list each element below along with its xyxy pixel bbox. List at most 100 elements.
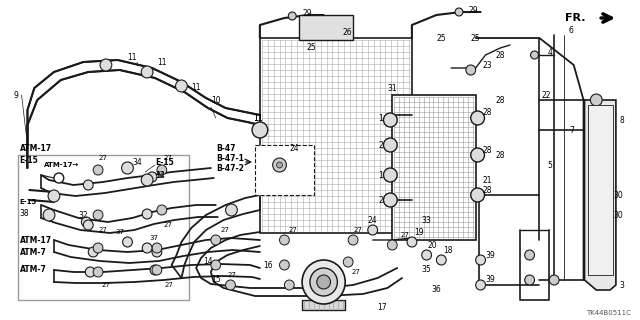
Circle shape	[436, 255, 446, 265]
Text: 11: 11	[191, 83, 201, 92]
Circle shape	[407, 237, 417, 247]
Text: 27: 27	[221, 227, 230, 233]
Circle shape	[383, 168, 397, 182]
Circle shape	[93, 210, 103, 220]
Text: 37: 37	[116, 229, 125, 235]
Circle shape	[383, 113, 397, 127]
Circle shape	[152, 247, 162, 257]
Text: 29: 29	[302, 9, 312, 18]
Circle shape	[455, 8, 463, 16]
Text: 20: 20	[428, 241, 437, 250]
Circle shape	[83, 220, 93, 230]
Text: 30: 30	[613, 190, 623, 199]
Circle shape	[157, 165, 167, 175]
Circle shape	[152, 243, 162, 253]
Circle shape	[142, 243, 152, 253]
Circle shape	[152, 265, 162, 275]
Circle shape	[525, 275, 534, 285]
Polygon shape	[584, 100, 616, 290]
Circle shape	[225, 204, 237, 216]
Circle shape	[466, 65, 476, 75]
Circle shape	[383, 193, 397, 207]
Text: 2: 2	[379, 196, 383, 204]
Circle shape	[48, 190, 60, 202]
Circle shape	[289, 12, 296, 20]
Circle shape	[93, 267, 103, 277]
Text: 21: 21	[483, 175, 492, 185]
Bar	[255, 145, 314, 195]
Text: 27: 27	[164, 222, 173, 228]
Text: 29: 29	[468, 5, 479, 14]
Text: 1: 1	[379, 114, 383, 123]
Text: 25: 25	[471, 34, 481, 43]
Bar	[299, 15, 353, 40]
Text: 27: 27	[400, 232, 409, 238]
Circle shape	[531, 51, 538, 59]
Text: 16: 16	[263, 260, 273, 269]
Circle shape	[225, 280, 236, 290]
Text: TK44B0511C: TK44B0511C	[586, 310, 631, 316]
Circle shape	[276, 162, 282, 168]
Circle shape	[175, 80, 188, 92]
Circle shape	[471, 148, 484, 162]
Text: B-47-1: B-47-1	[216, 154, 244, 163]
Circle shape	[54, 173, 64, 183]
Text: B-47: B-47	[216, 143, 236, 153]
Circle shape	[302, 260, 345, 304]
Text: 34: 34	[155, 171, 164, 180]
Text: ATM-17: ATM-17	[20, 236, 52, 244]
Circle shape	[317, 275, 330, 289]
Circle shape	[157, 205, 167, 215]
Text: 26: 26	[342, 28, 352, 36]
Text: 11: 11	[127, 52, 137, 61]
Text: 27: 27	[164, 155, 173, 161]
Circle shape	[83, 180, 93, 190]
Text: 30: 30	[613, 211, 623, 220]
Text: 24: 24	[289, 143, 299, 153]
Circle shape	[471, 111, 484, 125]
Text: 33: 33	[422, 215, 431, 225]
Text: 10: 10	[211, 95, 221, 105]
Circle shape	[100, 59, 112, 71]
Circle shape	[387, 240, 397, 250]
Text: FR.: FR.	[565, 13, 586, 23]
Text: 39: 39	[486, 276, 495, 284]
Text: 11: 11	[157, 58, 166, 67]
Circle shape	[147, 172, 157, 182]
Circle shape	[141, 66, 153, 78]
Text: 27: 27	[98, 155, 107, 161]
Text: 8: 8	[620, 116, 625, 124]
Text: E-15: E-15	[155, 157, 173, 166]
Circle shape	[150, 265, 160, 275]
Text: 32: 32	[79, 211, 88, 220]
Bar	[588, 105, 613, 275]
Text: 28: 28	[495, 95, 505, 105]
Circle shape	[525, 250, 534, 260]
Circle shape	[348, 235, 358, 245]
Text: 36: 36	[431, 285, 441, 294]
Text: 27: 27	[353, 227, 362, 233]
Circle shape	[310, 268, 337, 296]
Text: ATM-17: ATM-17	[20, 143, 52, 153]
Circle shape	[211, 235, 221, 245]
Text: 25: 25	[307, 43, 317, 52]
Text: 7: 7	[569, 125, 573, 134]
Text: 17: 17	[378, 303, 387, 313]
Text: 24: 24	[368, 215, 378, 225]
Text: 12: 12	[155, 171, 164, 180]
Circle shape	[476, 280, 486, 290]
Text: 38: 38	[20, 209, 29, 218]
Text: E-15: E-15	[20, 199, 37, 205]
Circle shape	[88, 247, 98, 257]
Bar	[302, 300, 345, 310]
Text: 27: 27	[98, 227, 107, 233]
Circle shape	[280, 260, 289, 270]
Circle shape	[122, 162, 133, 174]
Text: 15: 15	[211, 276, 221, 284]
Circle shape	[142, 209, 152, 219]
Text: ATM-17→: ATM-17→	[44, 162, 79, 168]
Circle shape	[123, 237, 132, 247]
Text: 35: 35	[422, 266, 431, 275]
Text: 28: 28	[483, 186, 492, 195]
Circle shape	[93, 165, 103, 175]
